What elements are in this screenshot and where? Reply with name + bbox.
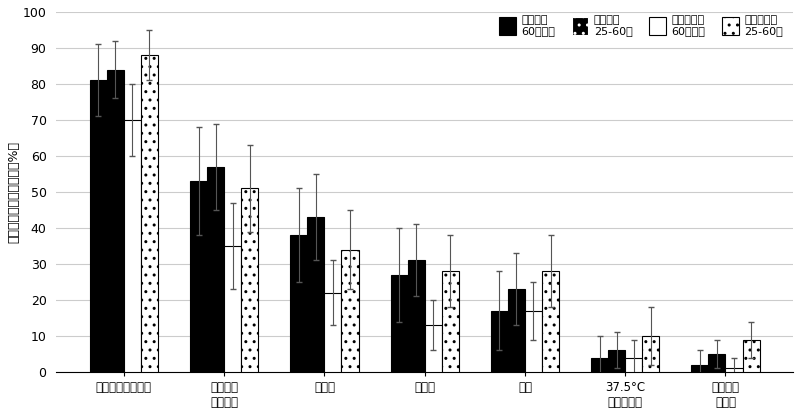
Bar: [491, 311, 508, 372]
Bar: [591, 358, 608, 372]
Bar: [425, 325, 442, 372]
Bar: [709, 354, 726, 372]
Y-axis label: 副反応が見られた割合（%）: 副反応が見られた割合（%）: [7, 141, 20, 243]
Bar: [626, 358, 642, 372]
Bar: [141, 55, 158, 372]
Bar: [408, 260, 425, 372]
Bar: [390, 275, 408, 372]
Bar: [325, 293, 342, 372]
Bar: [90, 80, 107, 372]
Bar: [242, 188, 258, 372]
Bar: [442, 271, 458, 372]
Bar: [542, 271, 559, 372]
Bar: [508, 289, 525, 372]
Bar: [342, 250, 358, 372]
Bar: [525, 311, 542, 372]
Bar: [224, 246, 242, 372]
Bar: [124, 120, 141, 372]
Bar: [290, 235, 307, 372]
Bar: [307, 217, 325, 372]
Bar: [742, 339, 759, 372]
Legend: モデルナ
60歳以上, モデルナ
25-60歳, ファイザー
60歳以上, ファイザー
25-60歳: モデルナ 60歳以上, モデルナ 25-60歳, ファイザー 60歳以上, ファ…: [494, 10, 787, 41]
Bar: [608, 350, 626, 372]
Bar: [107, 69, 124, 372]
Bar: [207, 167, 224, 372]
Bar: [642, 336, 659, 372]
Bar: [190, 181, 207, 372]
Bar: [726, 369, 742, 372]
Bar: [691, 365, 709, 372]
